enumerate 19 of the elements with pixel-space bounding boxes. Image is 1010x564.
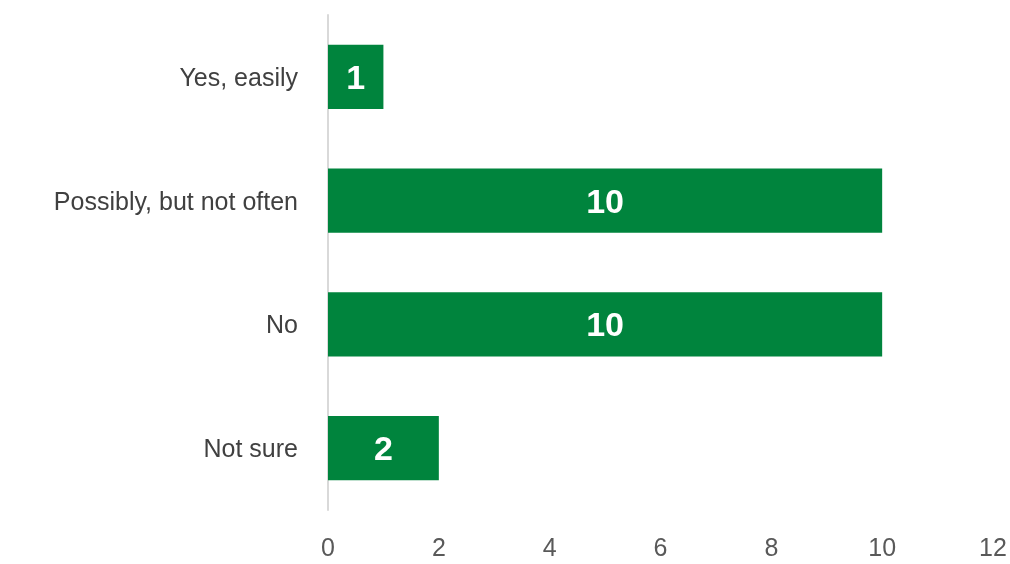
x-tick-label: 0: [321, 532, 335, 561]
bar: [328, 292, 883, 357]
data-label: 10: [586, 181, 624, 220]
y-tick-label: No: [266, 310, 298, 339]
x-tick-label: 4: [542, 532, 557, 561]
y-tick-label: Not sure: [203, 434, 298, 463]
x-tick-label: 8: [764, 532, 779, 561]
y-tick-label: Possibly, but not often: [53, 186, 298, 215]
bar: [328, 415, 439, 481]
data-label: 1: [346, 57, 366, 96]
bar: [328, 168, 883, 233]
x-tick-label: 6: [653, 532, 668, 561]
bar: [328, 44, 384, 110]
y-tick-label: Yes, easily: [179, 62, 299, 91]
x-tick-label: 10: [868, 532, 897, 561]
x-tick-label: 12: [979, 532, 1007, 561]
data-label: 2: [373, 429, 393, 468]
x-tick-label: 2: [431, 532, 446, 561]
data-label: 10: [586, 305, 624, 344]
